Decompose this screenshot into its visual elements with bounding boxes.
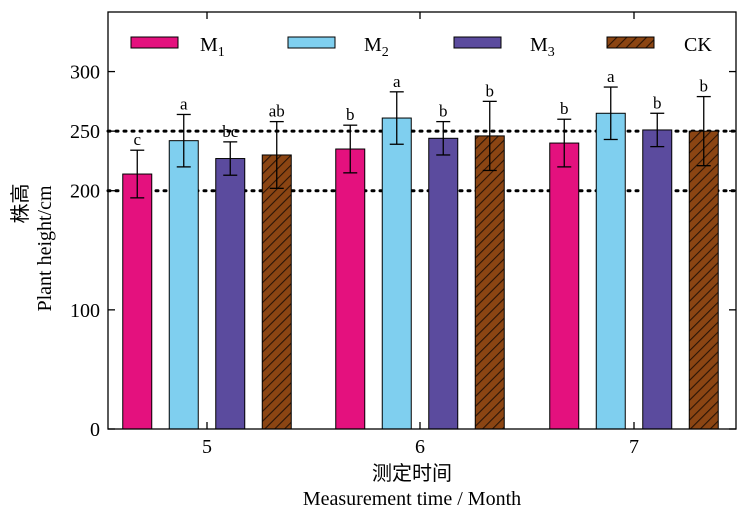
x-tick-label: 7 <box>629 436 639 458</box>
legend-label: CK <box>684 34 712 56</box>
legend-label: M2 <box>364 34 389 60</box>
y-tick-label: 300 <box>70 62 100 84</box>
reference-lines <box>106 129 738 193</box>
bar <box>335 148 366 430</box>
y-tick-label: 200 <box>70 181 100 203</box>
bar <box>642 129 673 430</box>
legend-swatch <box>606 36 655 49</box>
significance-label: ab <box>269 102 285 121</box>
y-tick-label: 100 <box>70 300 100 322</box>
axis-titles: 测定时间 Measurement time / Month 株高 Plant h… <box>9 184 521 511</box>
legend-label: M3 <box>530 34 555 60</box>
bar <box>122 173 153 430</box>
significance-label: c <box>133 130 141 149</box>
significance-label: b <box>560 99 569 118</box>
bar <box>474 135 505 430</box>
y-tick-label: 250 <box>70 121 100 143</box>
significance-label: b <box>653 93 662 112</box>
bar-series <box>122 112 719 430</box>
legend: M1 M2 M3 CK <box>130 34 712 60</box>
y-axis: 0 100 200 250 300 <box>70 62 736 441</box>
significance-label: b <box>700 77 709 96</box>
legend-swatch <box>453 36 502 49</box>
bar <box>215 158 246 430</box>
y-axis-title-en: Plant height/cm <box>34 185 56 312</box>
legend-swatch <box>287 36 336 49</box>
x-axis-title-cn: 测定时间 <box>372 462 452 485</box>
y-axis-title-cn: 株高 <box>9 184 32 224</box>
legend-swatch <box>130 36 179 49</box>
y-tick-label: 0 <box>90 419 100 441</box>
significance-label: a <box>393 72 401 91</box>
significance-label: b <box>346 105 355 124</box>
error-bars <box>130 86 711 199</box>
x-tick-label: 5 <box>202 436 212 458</box>
plot-frame <box>107 11 737 430</box>
significance-label: b <box>439 102 448 121</box>
bar <box>688 130 719 430</box>
bar <box>428 137 459 430</box>
legend-label: M1 <box>200 34 225 60</box>
x-tick-label: 6 <box>415 436 425 458</box>
significance-label: a <box>607 67 615 86</box>
bar <box>261 154 292 430</box>
bar <box>595 112 626 430</box>
x-axis: 5 6 7 <box>202 12 639 458</box>
significance-label: a <box>180 94 188 113</box>
significance-label: b <box>486 81 495 100</box>
bar <box>381 117 412 430</box>
bar <box>168 140 199 430</box>
bar <box>549 142 580 430</box>
significance-label: bc <box>222 122 239 141</box>
x-axis-title-en: Measurement time / Month <box>303 488 521 510</box>
